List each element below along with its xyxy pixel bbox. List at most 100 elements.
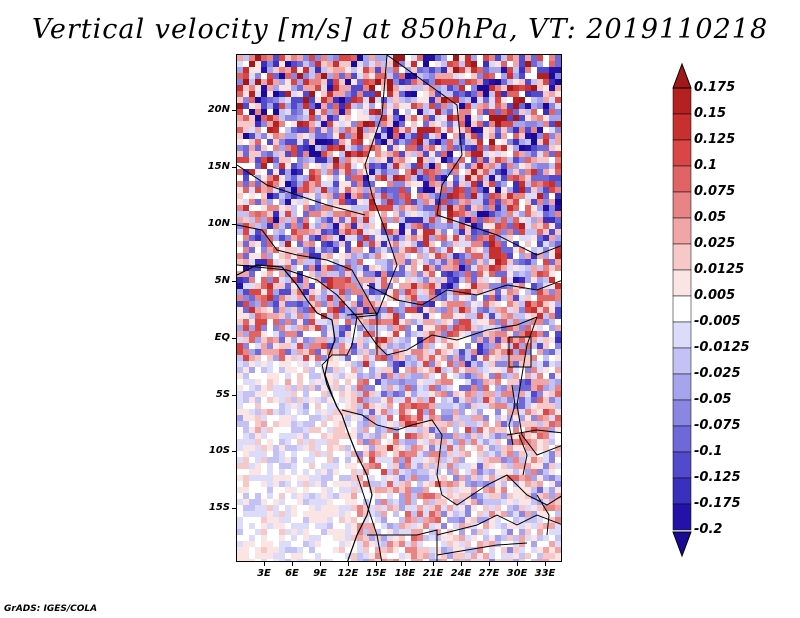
field-cell [345, 103, 352, 110]
field-cell [393, 487, 400, 494]
field-cell [285, 505, 292, 512]
field-cell [435, 109, 442, 116]
field-cell [519, 187, 526, 194]
field-cell [249, 367, 256, 374]
field-cell [513, 247, 520, 254]
field-cell [555, 115, 561, 122]
field-cell [363, 109, 370, 116]
field-cell [429, 319, 436, 326]
field-cell [285, 331, 292, 338]
field-cell [363, 295, 370, 302]
field-cell [411, 133, 418, 140]
field-cell [501, 535, 508, 542]
field-cell [369, 427, 376, 434]
field-cell [345, 379, 352, 386]
field-cell [249, 121, 256, 128]
field-cell [333, 169, 340, 176]
field-cell [555, 229, 561, 236]
field-cell [495, 469, 502, 476]
field-cell [441, 289, 448, 296]
field-cell [543, 229, 550, 236]
field-cell [513, 307, 520, 314]
field-cell [465, 355, 472, 362]
field-cell [429, 85, 436, 92]
field-cell [357, 79, 364, 86]
field-cell [327, 433, 334, 440]
field-cell [471, 169, 478, 176]
field-cell [399, 319, 406, 326]
field-cell [339, 199, 346, 206]
field-cell [537, 91, 544, 98]
field-cell [537, 439, 544, 446]
field-cell [399, 211, 406, 218]
field-cell [519, 181, 526, 188]
field-cell [507, 547, 514, 554]
field-cell [351, 433, 358, 440]
field-cell [453, 343, 460, 350]
field-cell [483, 553, 490, 560]
field-cell [267, 409, 274, 416]
field-cell [297, 289, 304, 296]
field-cell [465, 151, 472, 158]
field-cell [369, 205, 376, 212]
field-cell [531, 541, 538, 548]
field-cell [351, 253, 358, 260]
field-cell [339, 547, 346, 554]
field-cell [459, 523, 466, 530]
field-cell [501, 193, 508, 200]
field-cell [507, 55, 514, 62]
field-cell [525, 283, 532, 290]
field-cell [237, 421, 244, 428]
field-cell [249, 427, 256, 434]
field-cell [273, 505, 280, 512]
field-cell [495, 355, 502, 362]
field-cell [279, 391, 286, 398]
field-cell [513, 289, 520, 296]
field-cell [441, 373, 448, 380]
field-cell [477, 205, 484, 212]
field-cell [279, 295, 286, 302]
field-cell [291, 403, 298, 410]
field-cell [243, 463, 250, 470]
field-cell [399, 265, 406, 272]
field-cell [417, 121, 424, 128]
field-cell [249, 325, 256, 332]
field-cell [477, 67, 484, 74]
field-cell [405, 247, 412, 254]
field-cell [285, 511, 292, 518]
field-cell [267, 133, 274, 140]
field-cell [495, 163, 502, 170]
field-cell [327, 139, 334, 146]
field-cell [441, 475, 448, 482]
field-cell [381, 61, 388, 68]
field-cell [399, 313, 406, 320]
field-cell [411, 253, 418, 260]
field-cell [537, 97, 544, 104]
field-cell [489, 529, 496, 536]
field-cell [543, 325, 550, 332]
field-cell [393, 163, 400, 170]
field-cell [501, 253, 508, 260]
field-cell [273, 205, 280, 212]
field-cell [465, 91, 472, 98]
field-cell [279, 487, 286, 494]
field-cell [483, 319, 490, 326]
field-cell [255, 325, 262, 332]
field-cell [357, 235, 364, 242]
field-cell [507, 271, 514, 278]
field-cell [357, 139, 364, 146]
field-cell [261, 343, 268, 350]
field-cell [321, 265, 328, 272]
field-cell [519, 79, 526, 86]
field-cell [447, 367, 454, 374]
field-cell [543, 535, 550, 542]
field-cell [375, 517, 382, 524]
field-cell [249, 535, 256, 542]
field-cell [405, 553, 412, 560]
field-cell [411, 151, 418, 158]
field-cell [537, 121, 544, 128]
field-cell [489, 325, 496, 332]
field-cell [237, 391, 244, 398]
field-cell [483, 265, 490, 272]
field-cell [435, 139, 442, 146]
